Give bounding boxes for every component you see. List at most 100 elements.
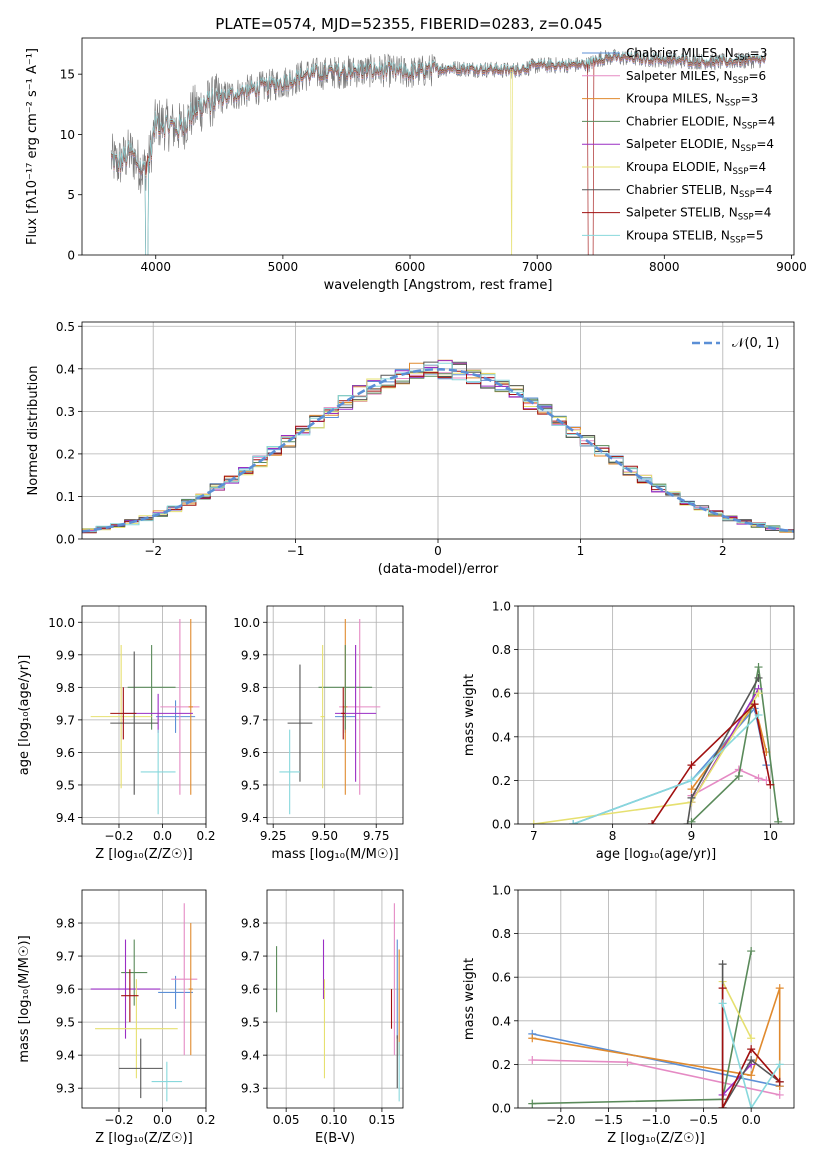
y-tick-label: 9.7 xyxy=(56,713,75,727)
weight-marker xyxy=(775,1090,784,1099)
weight-series-line xyxy=(691,768,767,797)
x-tick-label: −0.2 xyxy=(104,829,133,843)
x-tick-label: 9.50 xyxy=(311,829,338,843)
y-tick-label: 0.6 xyxy=(492,971,511,985)
weight_vs_Z-axes: −2.0 −1.5 −1.0 −0.5 0.0 0.0 0.2 0.4 0.6 0.8 1.0 Z [… xyxy=(462,884,795,1146)
y-tick-label: 9.6 xyxy=(241,746,260,760)
x-tick-label: 0.15 xyxy=(369,1113,396,1127)
legend-entry: Chabrier MILES, NSSP=3 xyxy=(626,46,767,63)
weight-marker xyxy=(718,984,727,993)
residuals-axes: −2 −1 0 1 2 0.0 0.1 0.2 0.3 0.4 0.5 (data-model)/er… xyxy=(26,320,795,577)
legend-nssp: =4 xyxy=(748,160,766,174)
x-tick-label: 5000 xyxy=(268,260,299,274)
error-bar-point xyxy=(341,687,346,740)
error-bar-point xyxy=(188,923,193,1056)
y-axis-label: age [log₁₀(age/yr)] xyxy=(17,655,32,776)
y-tick-label: 0.4 xyxy=(492,730,511,744)
x-tick-label: 8 xyxy=(609,829,617,843)
error-bar-point xyxy=(158,975,193,1009)
legend-name: Chabrier MILES, N xyxy=(626,46,734,60)
legend-subscript: SSP xyxy=(733,167,749,177)
age_vs_Z-axes: −0.2 0.0 0.2 9.4 9.5 9.6 9.7 9.8 9.9 10.0 Z [log₁₀… xyxy=(17,605,216,862)
weight-marker xyxy=(569,820,578,824)
weight_vs_age-frame xyxy=(517,605,795,825)
weight-marker xyxy=(528,1056,537,1065)
legend-subscript: SSP xyxy=(725,99,741,109)
weight-marker xyxy=(528,1034,537,1043)
weight-series-line xyxy=(572,714,760,824)
y-tick-label: 0.0 xyxy=(492,818,511,832)
x-axis-label: wavelength [Angstrom, rest frame] xyxy=(324,278,553,293)
x-tick-label: 0.0 xyxy=(153,1113,172,1127)
x-tick-label: −2 xyxy=(144,544,162,558)
weight-series-line xyxy=(533,692,760,824)
chart-title: PLATE=0574, MJD=52355, FIBERID=0283, z=0… xyxy=(215,15,602,33)
legend-nssp: =4 xyxy=(756,137,774,151)
x-axis-label: Z [log₁₀(Z/Z☉)] xyxy=(95,1131,192,1146)
legend-subscript: SSP xyxy=(734,53,750,63)
x-axis-label: Z [log₁₀(Z/Z☉)] xyxy=(95,847,192,862)
residual-legend: 𝒩(0, 1) xyxy=(692,336,779,351)
weight-series-line xyxy=(721,988,781,1108)
error-bar-point xyxy=(90,939,161,1039)
legend-subscript: SSP xyxy=(739,190,755,200)
legend-subscript: SSP xyxy=(730,235,746,245)
y-tick-label: 9.9 xyxy=(56,648,75,662)
age_vs_mass-frame xyxy=(266,605,404,825)
error-bar-point xyxy=(140,729,176,815)
y-tick-label: 9.7 xyxy=(56,950,75,964)
y-tick-label: 10 xyxy=(60,128,75,142)
y-tick-label: 0.8 xyxy=(492,927,511,941)
y-axis-label: Normed distribution xyxy=(26,366,41,496)
error-bar-point xyxy=(110,687,137,740)
weight-marker xyxy=(754,673,763,682)
residuals-plot-area xyxy=(82,359,794,534)
mass_vs_ebv-frame xyxy=(266,889,404,1109)
weight-marker xyxy=(775,1060,784,1069)
spectrum-axes: 4000 5000 6000 7000 8000 9000 0 5 10 15 wavelength… xyxy=(25,37,807,293)
x-tick-label: 0.2 xyxy=(196,1113,215,1127)
legend-name: Chabrier STELIB, N xyxy=(626,183,739,197)
x-tick-label: 7000 xyxy=(522,260,553,274)
spectrum-model-line xyxy=(110,51,766,255)
mass_vs_Z-frame xyxy=(81,889,207,1109)
x-tick-label: −1.0 xyxy=(641,1113,670,1127)
x-tick-label: 9000 xyxy=(776,260,807,274)
x-tick-label: 9 xyxy=(688,829,696,843)
error-bar-point xyxy=(318,645,373,730)
x-axis-label: mass [log₁₀(M/M☉)] xyxy=(271,847,398,862)
y-tick-label: 0.4 xyxy=(56,362,75,376)
mass_vs_ebv-axes: 0.05 0.10 0.15 9.3 9.4 9.5 9.6 9.7 9.8 E(B-V) xyxy=(241,889,404,1146)
legend-nssp: =3 xyxy=(750,46,768,60)
weight-marker xyxy=(718,999,727,1008)
spectrum-plot-area xyxy=(110,48,767,255)
histogram-step-line xyxy=(82,370,794,534)
y-tick-label: 0.4 xyxy=(492,1014,511,1028)
weight_vs_age-plot-area xyxy=(529,663,783,824)
y-tick-label: 9.5 xyxy=(56,1016,75,1030)
y-tick-label: 0.2 xyxy=(492,774,511,788)
y-tick-label: 9.7 xyxy=(241,713,260,727)
x-tick-label: −0.2 xyxy=(104,1113,133,1127)
error-bar-point xyxy=(90,645,152,789)
error-bar-point xyxy=(151,1061,183,1102)
y-tick-label: 9.6 xyxy=(56,983,75,997)
weight-marker xyxy=(623,1058,632,1067)
legend-name: Salpeter MILES, N xyxy=(626,69,733,83)
weight-marker xyxy=(754,711,763,719)
legend-entry: Salpeter ELODIE, NSSP=4 xyxy=(626,137,774,154)
y-tick-label: 9.8 xyxy=(56,917,75,931)
y-tick-label: 9.4 xyxy=(241,811,260,825)
y-axis-label: Flux [fλ10⁻¹⁷ erg cm⁻² s⁻¹ A⁻¹] xyxy=(25,48,40,245)
y-tick-label: 9.5 xyxy=(56,778,75,792)
mass_vs_ebv-plot-area xyxy=(276,903,400,1102)
error-bar-point xyxy=(279,729,300,815)
x-axis-label: (data-model)/error xyxy=(378,562,499,577)
legend-entry: Chabrier STELIB, NSSP=4 xyxy=(626,183,773,200)
x-tick-label: 9.75 xyxy=(363,829,390,843)
weight-marker xyxy=(747,1056,756,1065)
x-tick-label: 1 xyxy=(577,544,585,558)
weight-marker xyxy=(775,1077,784,1086)
x-axis-label: age [log₁₀(age/yr)] xyxy=(596,847,717,862)
